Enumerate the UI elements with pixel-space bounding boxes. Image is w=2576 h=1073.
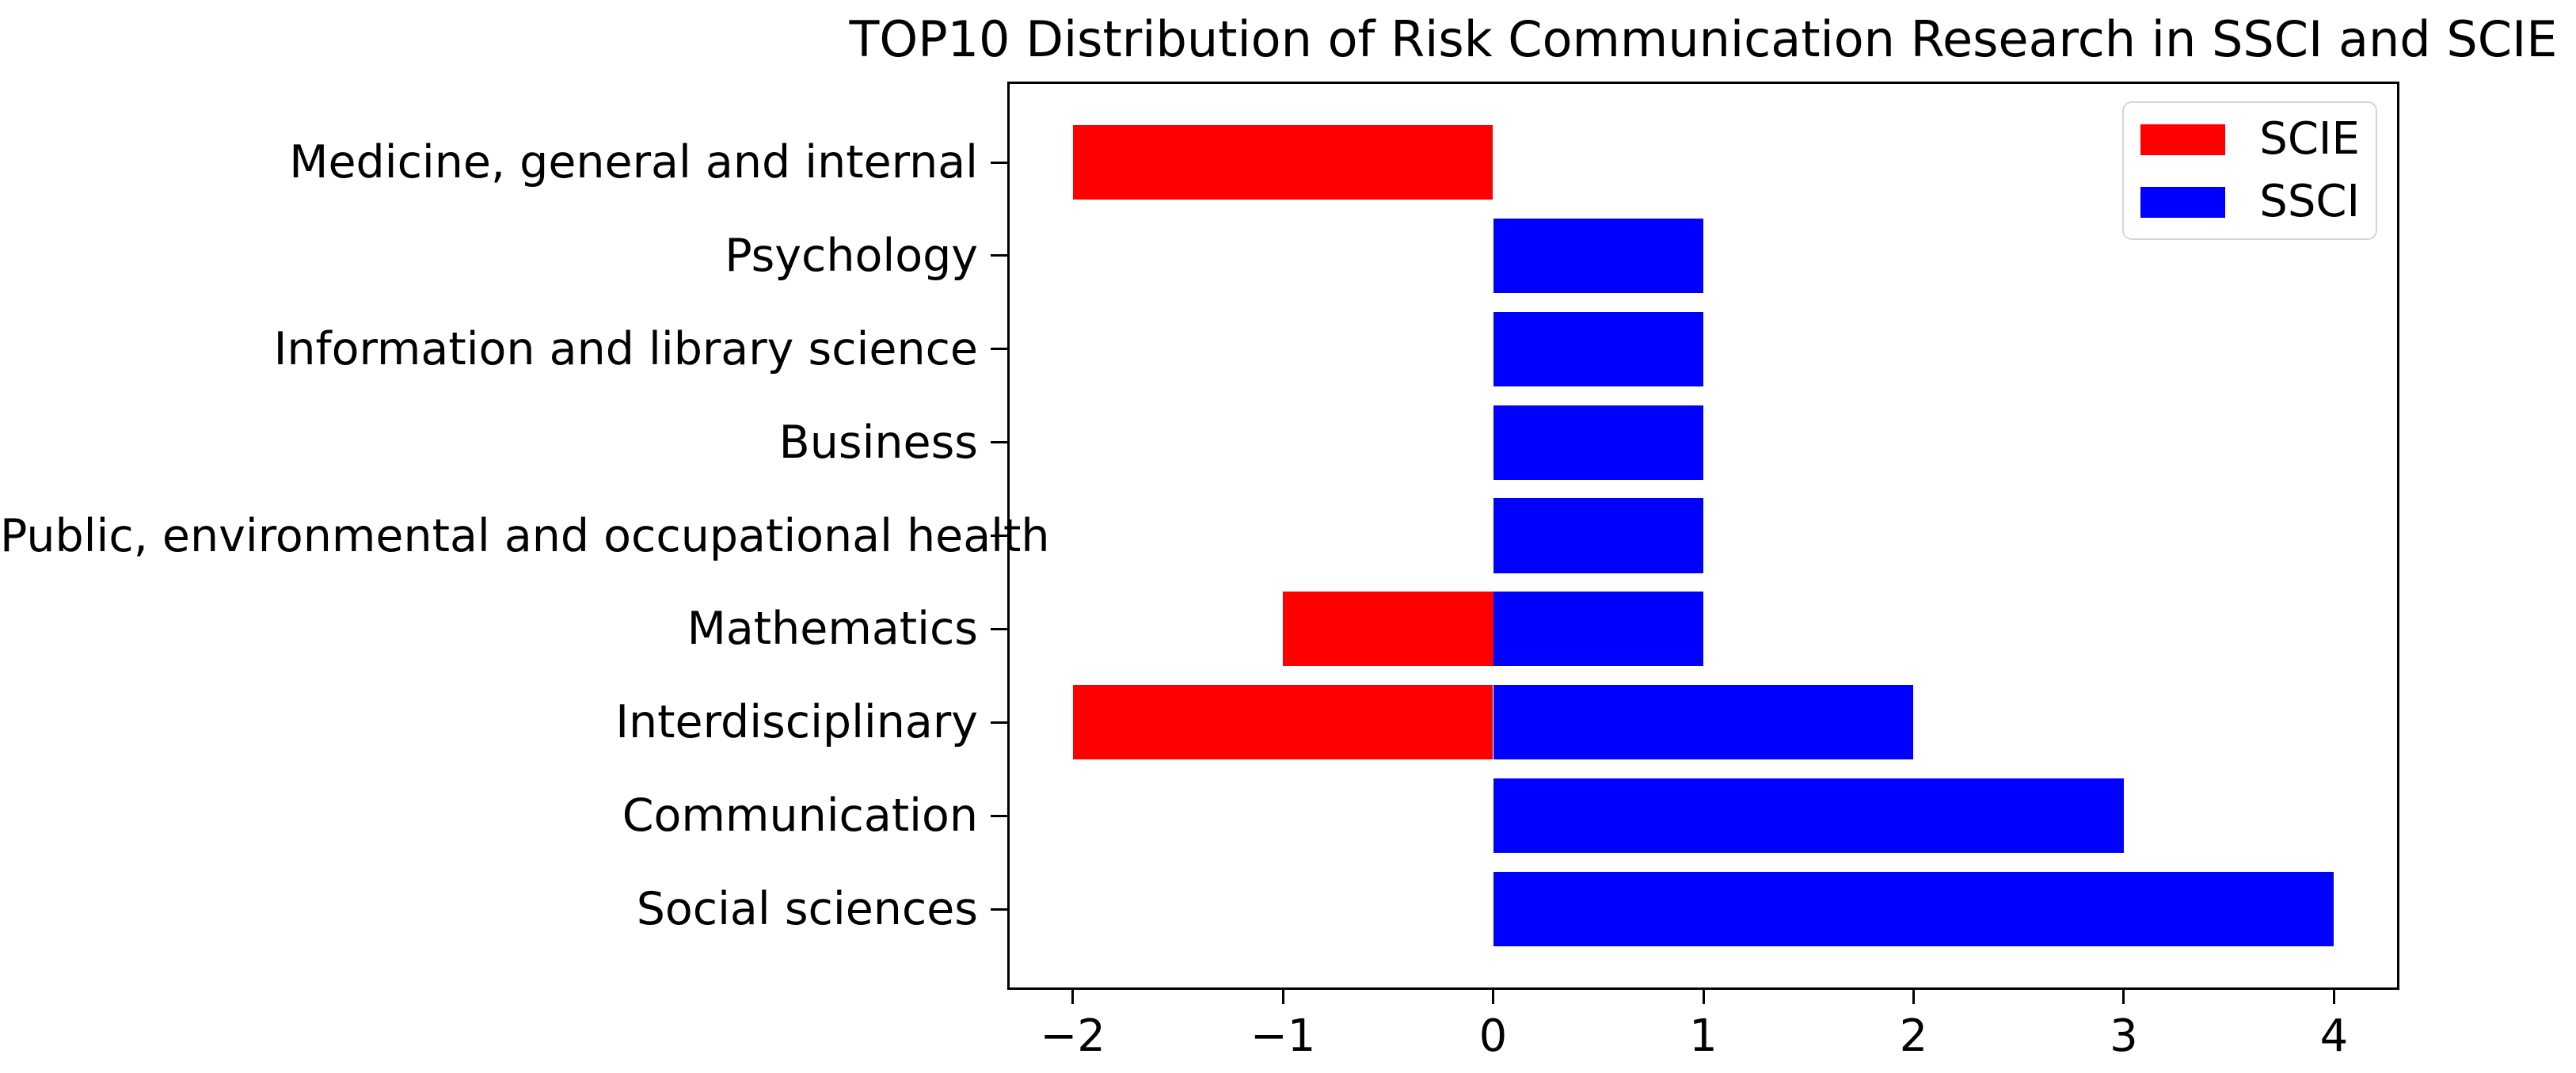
y-axis-category-label: Public, environmental and occupational h… [0, 509, 1050, 562]
x-axis-tick [1702, 990, 1705, 1004]
x-axis-tick-label: 4 [2319, 1010, 2349, 1062]
x-axis-tick [1912, 990, 1915, 1004]
bar-scie [1072, 124, 1493, 200]
x-axis-tick [1492, 990, 1494, 1004]
x-axis-tick [2122, 990, 2125, 1004]
legend: SCIE SSCI [2122, 101, 2377, 240]
legend-item-scie: SCIE [2140, 117, 2360, 162]
x-axis-tick [2332, 990, 2335, 1004]
bar-ssci [1493, 498, 1703, 573]
x-axis-tick-label: −1 [1250, 1010, 1316, 1062]
x-axis-tick-label: −2 [1040, 1010, 1105, 1062]
y-axis-category-label: Information and library science [273, 322, 978, 375]
x-axis-tick-label: 2 [1899, 1010, 1928, 1062]
x-axis-tick-label: 3 [2110, 1010, 2138, 1062]
y-axis-category-label: Interdisciplinary [615, 696, 978, 749]
y-axis-category-label: Mathematics [687, 603, 978, 656]
bar-ssci [1493, 592, 1703, 667]
bar-ssci [1493, 871, 2334, 947]
bar-ssci [1493, 218, 1703, 293]
bar-ssci [1493, 778, 2124, 854]
y-axis-tick [991, 721, 1007, 724]
y-axis-category-label: Business [778, 416, 978, 469]
x-axis-tick-label: 1 [1689, 1010, 1718, 1062]
y-axis-tick [991, 535, 1007, 537]
y-axis-tick [991, 161, 1007, 164]
x-axis-tick [1071, 990, 1075, 1004]
ssci-legend-label: SSCI [2259, 176, 2360, 227]
y-axis-tick [991, 627, 1007, 630]
ssci-legend-swatch [2140, 186, 2226, 218]
y-axis-tick [991, 348, 1007, 351]
scie-legend-swatch [2140, 124, 2226, 155]
bar-ssci [1493, 311, 1703, 386]
plot-area: −2 −1 0 1 2 3 4 SCIE SSCI [991, 82, 2399, 1060]
y-axis-tick [991, 814, 1007, 817]
x-axis-tick-label: 0 [1478, 1010, 1508, 1062]
y-axis-category-label: Psychology [725, 229, 978, 282]
bar-scie [1072, 685, 1493, 760]
chart-title: TOP10 Distribution of Risk Communication… [849, 10, 2558, 68]
legend-item-ssci: SSCI [2140, 180, 2360, 224]
y-axis-category-label: Communication [622, 790, 978, 843]
x-axis-tick [1281, 990, 1284, 1004]
y-axis-tick [991, 907, 1007, 911]
y-axis-tick [991, 254, 1007, 257]
bar-scie [1283, 592, 1493, 667]
y-axis-category-label: Medicine, general and internal [289, 136, 978, 188]
y-axis-category-label: Social sciences [636, 883, 978, 935]
scie-legend-label: SCIE [2259, 113, 2360, 165]
bar-ssci [1493, 685, 1914, 760]
bar-ssci [1493, 405, 1703, 480]
y-axis-tick [991, 441, 1007, 444]
